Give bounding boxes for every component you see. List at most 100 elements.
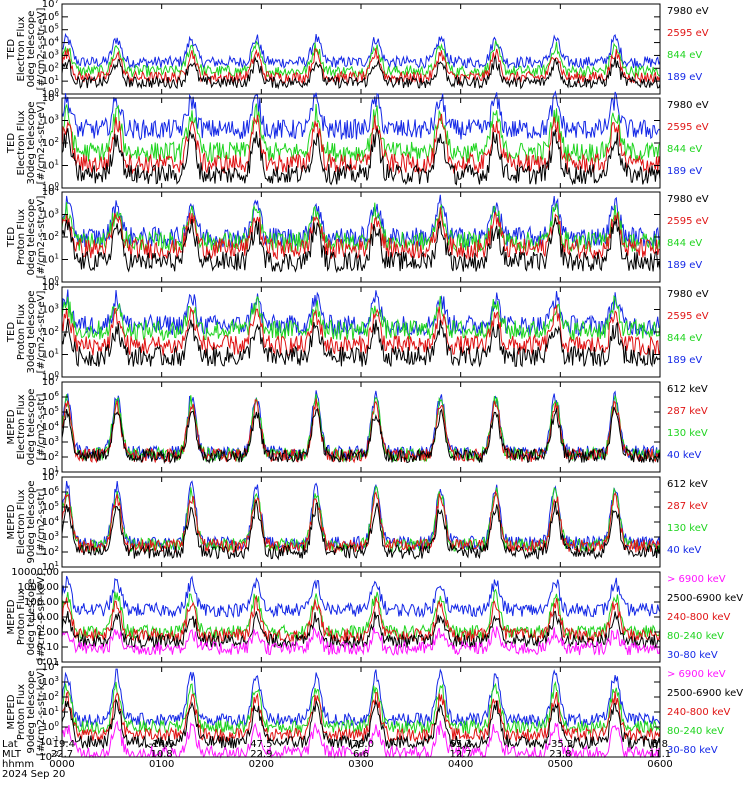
x-tick-label-mlt: 23.8: [549, 749, 571, 760]
legend-entry: 7980 eV: [667, 289, 709, 300]
y-tick-label: 107: [42, 0, 59, 10]
y-axis-label-line: [#/cm2-s-str-eV]: [36, 196, 47, 279]
y-axis-label: TEDProton Flux0deg telescope[#/cm2-s-str…: [6, 196, 47, 279]
legend-entry: 844 eV: [667, 333, 702, 344]
y-axis-label-line: [#/cm2-s-str]: [36, 393, 47, 460]
y-axis-label-line: [#/cm2-s-str-eV]: [36, 102, 47, 185]
legend-entry: 612 keV: [667, 479, 708, 490]
y-axis-label-line: 0deg telescope: [26, 11, 37, 88]
legend-entry: 287 keV: [667, 501, 708, 512]
x-tick-label-lat: -35.3: [547, 739, 573, 750]
series-line-black: [61, 610, 661, 650]
y-axis-label-line: 0deg telescope: [26, 199, 37, 276]
legend-entry: 30-80 keV: [667, 650, 718, 661]
y-tick-label: 107: [42, 375, 59, 388]
y-axis-label-line: [#/cm2-s-str]: [36, 488, 47, 555]
panel-frame: [61, 3, 661, 95]
y-tick-label: 0.10: [37, 642, 59, 653]
y-tick-label: 107: [42, 470, 59, 483]
y-axis-label-line: MEPED: [6, 599, 17, 634]
x-tick-label-mlt: 22.7: [51, 749, 73, 760]
series-line-red: [61, 47, 661, 85]
x-tick-label-lat: -78.0: [348, 739, 374, 750]
y-axis-label-line: TED: [6, 322, 17, 343]
legend-entry: 844 eV: [667, 50, 702, 61]
x-axis-row-name: MLT: [2, 749, 22, 760]
y-axis-label-line: Proton Flux: [16, 684, 27, 740]
legend-entry: 189 eV: [667, 260, 702, 271]
series-line-black: [61, 699, 661, 751]
legend-entry: 189 eV: [667, 355, 702, 366]
legend-entry: 844 eV: [667, 238, 702, 249]
y-axis-label-line: 0deg telescope: [26, 579, 37, 656]
series-line-blue: [61, 90, 661, 141]
y-tick-label: 10000.00: [11, 567, 59, 578]
legend-entry: 40 keV: [667, 450, 701, 461]
y-axis-label-line: [#/cm2-s-str-keV]: [36, 573, 47, 661]
series-line-black: [61, 499, 661, 561]
series-line-green: [61, 680, 661, 736]
legend-entry: 30-80 keV: [667, 745, 718, 756]
x-tick-label-lat: -14.9: [149, 739, 175, 750]
series-line-black: [61, 406, 661, 465]
y-tick-label: 1000.00: [18, 582, 59, 593]
y-axis-label-line: Proton Flux: [16, 209, 27, 265]
x-tick-label-lat: 65.3: [450, 739, 472, 750]
legend-entry: 80-240 keV: [667, 726, 724, 737]
legend-entry: 130 keV: [667, 523, 708, 534]
x-tick-label-mlt: 6.6: [353, 749, 369, 760]
y-axis-label-line: Electron Flux: [16, 394, 27, 459]
series-line-blue: [61, 32, 661, 70]
x-tick-label-mlt: 11.1: [649, 749, 671, 760]
x-tick-label-lat: -19.4: [49, 739, 75, 750]
x-axis-row-name: hhmm: [2, 759, 34, 770]
y-tick-label: 0.01: [37, 657, 59, 668]
y-axis-label: MEPEDProton Flux0deg telescope[#/cm2-s-s…: [6, 573, 47, 661]
panel-7: 0.010.101.0010.00100.001000.0010000.00ME…: [6, 567, 743, 668]
y-axis-label: MEPEDProton Flux90deg telescope[#/cm2-s-…: [6, 668, 47, 756]
y-axis-label-line: 90deg telescope: [26, 480, 37, 563]
y-axis-label-line: TED: [6, 227, 17, 248]
y-axis-label: TEDElectron Flux0deg telescope[#/cm2-s-s…: [6, 8, 47, 91]
y-axis-label-line: 30deg telescope: [26, 101, 37, 184]
legend-entry: 287 keV: [667, 406, 708, 417]
series-line-blue: [61, 668, 661, 729]
x-tick-label-mlt: 22.9: [250, 749, 272, 760]
x-tick-label-hhmm: 0600: [647, 759, 672, 770]
x-tick-label-hhmm: 0000: [49, 759, 74, 770]
legend-entry: 2595 eV: [667, 311, 709, 322]
series-line-green: [61, 294, 661, 342]
y-axis-label: MEPEDElectron Flux0deg telescope[#/cm2-s…: [6, 389, 47, 466]
legend-entry: 2595 eV: [667, 122, 709, 133]
legend-entry: 2595 eV: [667, 216, 709, 227]
y-axis-label-line: [#/cm2-s-str-keV]: [36, 668, 47, 756]
legend-entry: 612 keV: [667, 384, 708, 395]
x-tick-label-lat: 47.5: [250, 739, 272, 750]
x-axis-row-name: 2024 Sep 20: [2, 769, 65, 780]
legend-entry: 2500-6900 keV: [667, 593, 743, 604]
series-line-blue: [61, 575, 661, 619]
x-tick-label-hhmm: 0300: [348, 759, 373, 770]
series-line-black: [61, 128, 661, 186]
y-axis-label-line: TED: [6, 39, 17, 60]
y-axis-label-line: Proton Flux: [16, 304, 27, 360]
series-line-red: [61, 594, 661, 644]
y-axis-label: TEDElectron Flux30deg telescope[#/cm2-s-…: [6, 101, 47, 184]
series-line-black: [61, 217, 661, 274]
y-axis-label-line: [#/cm2-s-str-eV]: [36, 8, 47, 91]
y-tick-label: 100.00: [24, 597, 59, 608]
y-axis-label-line: 30deg telescope: [26, 290, 37, 373]
y-axis-label-line: Electron Flux: [16, 489, 27, 554]
series-line-magenta: [61, 626, 661, 656]
legend-entry: 189 eV: [667, 166, 702, 177]
y-tick-label: 10.00: [30, 612, 59, 623]
legend-entry: 80-240 keV: [667, 631, 724, 642]
